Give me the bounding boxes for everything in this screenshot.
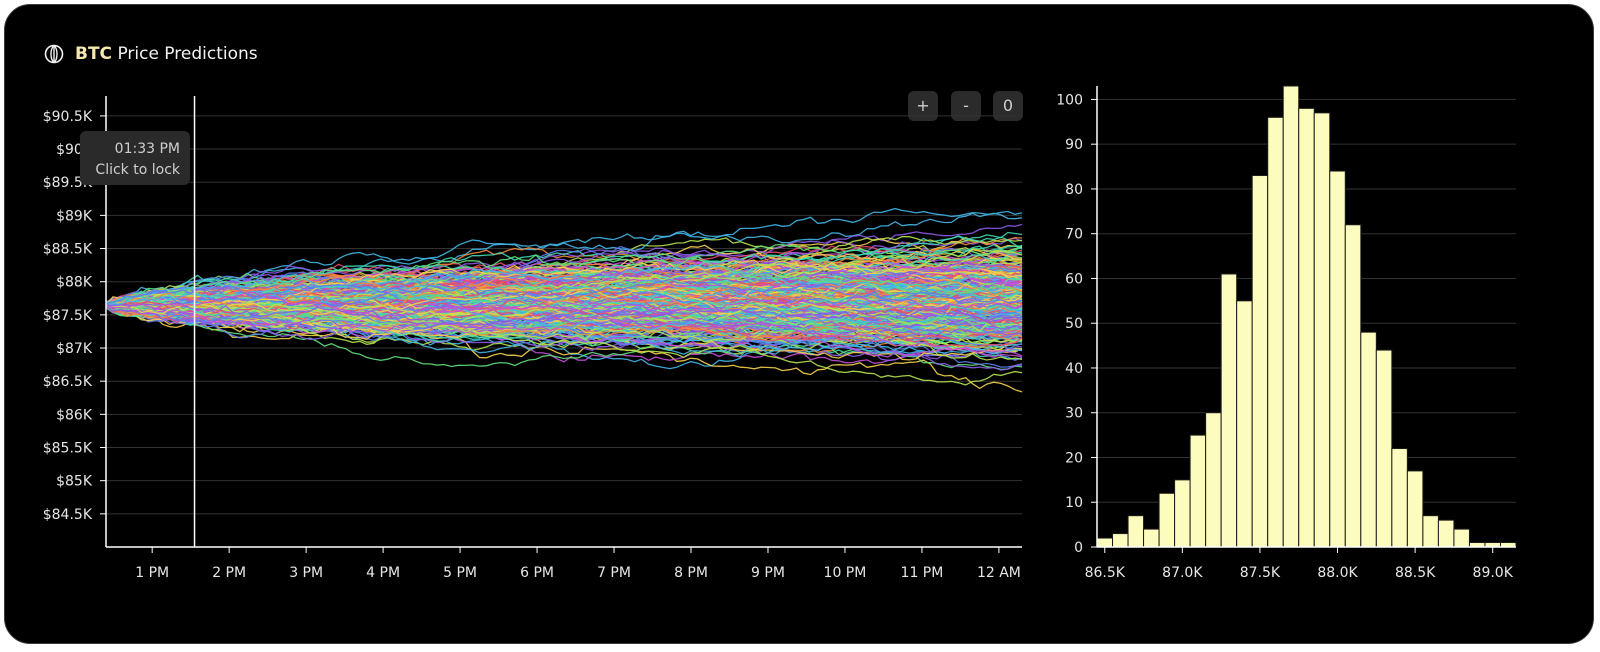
y-tick-label: $86.5K — [43, 374, 93, 390]
y-tick-label: $85.5K — [43, 441, 93, 457]
simulated-paths — [105, 207, 1023, 393]
simulated-path — [105, 264, 1023, 306]
simulated-path — [105, 279, 1023, 318]
ticker-label: BTC — [75, 44, 113, 64]
simulated-path — [105, 288, 1023, 331]
y-tick-label: $87.5K — [43, 308, 93, 324]
simulated-path — [105, 243, 1023, 311]
simulated-path — [105, 291, 1023, 340]
simulated-path — [105, 303, 1023, 333]
simulated-path — [105, 273, 1023, 309]
y-tick-label: $89K — [56, 208, 93, 224]
x-tick-label: 8 PM — [674, 565, 708, 581]
x-tick-label: 1 PM — [135, 565, 169, 581]
simulated-path — [105, 248, 1023, 312]
x-tick-label: 3 PM — [289, 565, 323, 581]
x-tick-label: 11 PM — [901, 565, 944, 581]
simulated-path — [105, 212, 1023, 307]
card-header: BTC Price Predictions — [43, 43, 258, 65]
x-tick-label: 9 PM — [751, 565, 785, 581]
x-tick-label: 2 PM — [212, 565, 246, 581]
main-axes: $84.5K $85K $85.5K $86K $86.5K $87K $87.5K $88K… — [43, 96, 1022, 581]
simulated-path — [105, 253, 1023, 304]
x-tick-label: 4 PM — [366, 565, 400, 581]
y-tick-label: $88K — [56, 275, 93, 291]
x-tick-label: 10 PM — [824, 565, 867, 581]
simulated-path — [105, 305, 1023, 336]
x-tick-label: 6 PM — [520, 565, 554, 581]
hover-tooltip: 01:33 PM Click to lock — [80, 131, 190, 185]
price-paths-chart[interactable]: $84.5K $85K $85.5K $86K $86.5K $87K $87.5K $88K… — [0, 0, 1040, 600]
tooltip-hint: Click to lock — [95, 162, 180, 178]
simulated-path — [105, 286, 1023, 316]
y-tick-label: $88.5K — [43, 242, 93, 258]
simulated-path — [105, 265, 1023, 307]
simulated-path — [105, 302, 1023, 330]
y-tick-label: $84.5K — [43, 507, 93, 523]
y-tick-label: $85K — [56, 474, 93, 490]
globe-icon — [44, 44, 64, 64]
simulated-path — [105, 278, 1023, 305]
y-tick-label: $87K — [56, 341, 93, 357]
y-tick-label: $86K — [56, 407, 93, 423]
x-tick-label: 12 AM — [977, 565, 1021, 581]
simulated-path — [105, 207, 1023, 308]
tooltip-time: 01:33 PM — [114, 141, 180, 157]
simulated-path — [105, 259, 1023, 308]
simulated-path — [105, 303, 1023, 331]
y-tick-label: $90.5K — [43, 109, 93, 125]
x-tick-label: 5 PM — [443, 565, 477, 581]
x-tick-label: 7 PM — [597, 565, 631, 581]
simulated-path — [105, 274, 1023, 312]
title-label: Price Predictions — [117, 44, 258, 64]
page-title: BTC Price Predictions — [75, 44, 258, 64]
simulated-path — [105, 304, 1023, 358]
simulated-path — [105, 291, 1023, 320]
